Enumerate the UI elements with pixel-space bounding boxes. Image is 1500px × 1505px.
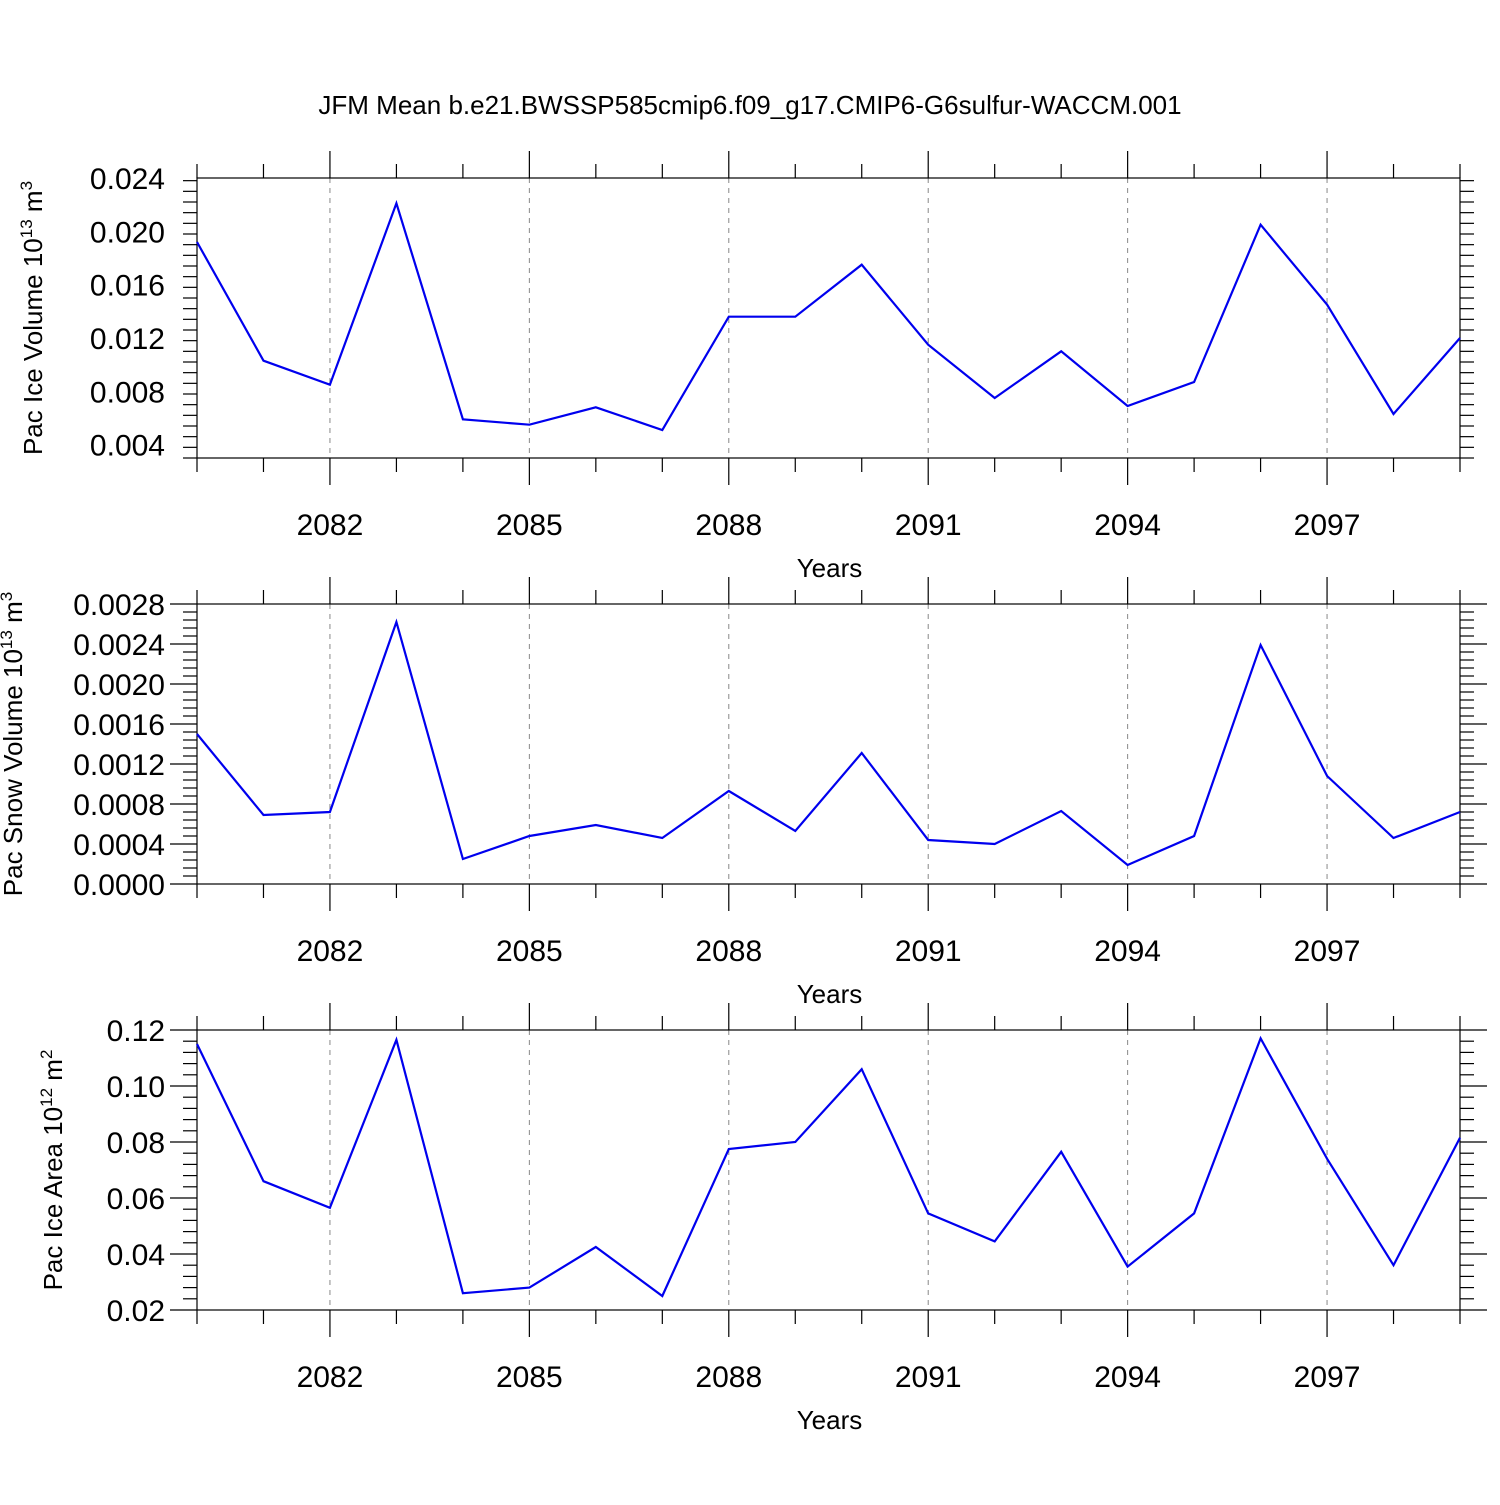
y-axis-label: Pac Ice Volume 1013 m3 (17, 181, 48, 455)
x-tick-label: 2082 (297, 935, 364, 968)
x-tick-label: 2094 (1094, 509, 1161, 542)
x-axis-label: Years (797, 553, 863, 583)
y-tick-label: 0.06 (107, 1183, 165, 1216)
y-axis-label: Pac Snow Volume 1013 m3 (0, 592, 28, 896)
panel-3: 0.02 0.04 0.06 0.08 0.10 0.12 2082 2085 2088 2091… (37, 1003, 1487, 1435)
y-axis-label-part: Pac Ice Volume 10 (18, 238, 48, 455)
y-tick-label: 0.0028 (73, 589, 165, 622)
y-axis-label-part: Pac Snow Volume 10 (0, 649, 28, 896)
x-tick-label: 2085 (496, 935, 563, 968)
y-axis-label: Pac Ice Area 1012 m2 (37, 1050, 68, 1291)
x-tick-label: 2088 (695, 509, 762, 542)
y-tick-label: 0.0008 (73, 789, 165, 822)
x-tick-label: 2094 (1094, 1361, 1161, 1394)
series-line-1 (196, 618, 1461, 867)
y-tick-label: 0.0024 (73, 629, 165, 662)
y-tick-label: 0.004 (90, 430, 165, 463)
y-tick-label: 0.0012 (73, 749, 165, 782)
panel-1: 0.004 0.008 0.012 0.016 0.020 0.024 2082 2085 20… (17, 151, 1474, 583)
panel-2: 0.0000 0.0004 0.0008 0.0012 0.0016 0.0020 0.00… (0, 577, 1487, 1009)
y-tick-label: 0.020 (90, 216, 165, 249)
y-tick-label: 0.016 (90, 270, 165, 303)
y-tick-label: 0.012 (90, 323, 165, 356)
y-axis-label-superscript: 3 (17, 181, 36, 190)
y-tick-label: 0.08 (107, 1127, 165, 1160)
x-tick-label: 2082 (297, 509, 364, 542)
plot-frame (196, 1029, 1461, 1311)
y-tick-label: 0.0016 (73, 709, 165, 742)
y-tick-label: 0.02 (107, 1295, 165, 1328)
x-tick-label: 2091 (895, 509, 962, 542)
x-tick-label: 2085 (496, 1361, 563, 1394)
x-tick-label: 2085 (496, 509, 563, 542)
y-tick-label: 0.008 (90, 376, 165, 409)
y-axis-label-superscript: 13 (17, 219, 36, 238)
y-tick-label: 0.0020 (73, 669, 165, 702)
y-tick-label: 0.024 (90, 163, 165, 196)
x-tick-label: 2088 (695, 935, 762, 968)
plot-frame (196, 177, 1461, 459)
x-axis-label: Years (797, 979, 863, 1009)
y-axis-label-superscript: 2 (37, 1050, 56, 1059)
x-tick-label: 2097 (1294, 1361, 1361, 1394)
x-tick-label: 2091 (895, 935, 962, 968)
y-axis-label-superscript: 12 (37, 1088, 56, 1107)
x-tick-label: 2097 (1294, 935, 1361, 968)
series-line-1 (196, 199, 1461, 432)
y-tick-label: 0.0004 (73, 829, 165, 862)
plot-frame (196, 603, 1461, 885)
y-tick-label: 0.04 (107, 1239, 165, 1272)
y-axis-label-part: m (0, 601, 28, 630)
y-tick-label: 0.10 (107, 1071, 165, 1104)
y-axis-label-part: Pac Ice Area 10 (38, 1107, 68, 1291)
x-tick-label: 2088 (695, 1361, 762, 1394)
y-axis-label-superscript: 13 (0, 630, 16, 649)
y-axis-label-superscript: 3 (0, 592, 16, 601)
y-axis-label-part: m (18, 190, 48, 219)
x-tick-label: 2097 (1294, 509, 1361, 542)
x-axis-label: Years (797, 1405, 863, 1435)
x-tick-label: 2091 (895, 1361, 962, 1394)
figure-title: JFM Mean b.e21.BWSSP585cmip6.f09_g17.CMI… (318, 90, 1181, 120)
series-line-1 (196, 1035, 1461, 1298)
x-tick-label: 2082 (297, 1361, 364, 1394)
y-tick-label: 0.0000 (73, 869, 165, 902)
y-tick-label: 0.12 (107, 1015, 165, 1048)
x-tick-label: 2094 (1094, 935, 1161, 968)
y-axis-label-part: m (38, 1059, 68, 1088)
